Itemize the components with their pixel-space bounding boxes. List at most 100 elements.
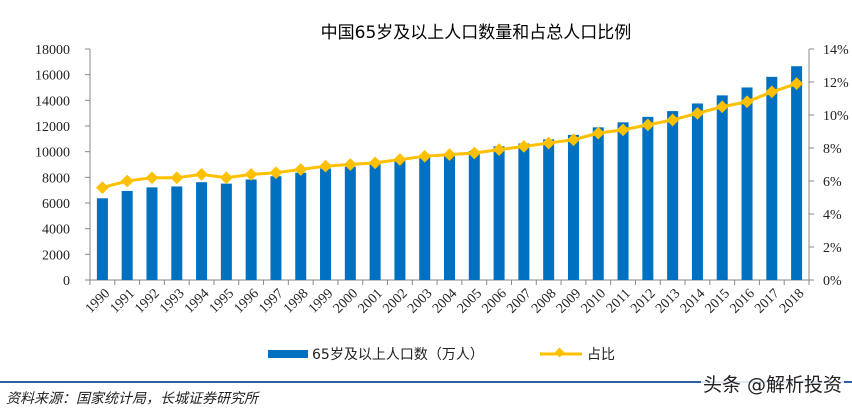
legend-marker [554,347,565,358]
y-left-tick-label: 8000 [42,171,70,186]
x-tick-label: 2017 [752,286,782,316]
bar [592,127,604,280]
y-right-tick-label: 4% [823,208,842,223]
y-left-tick-label: 16000 [35,69,70,84]
source-note: 资料来源：国家统计局，长城证券研究所 [6,391,258,407]
x-tick-label: 1999 [306,286,336,316]
line-point [368,156,382,170]
bar [196,182,208,280]
x-tick-label: 2003 [405,286,435,316]
line-point [343,158,357,171]
bar [419,155,431,280]
y-right-tick-label: 0% [823,274,842,289]
line-point [443,148,456,161]
y-left-tick-label: 18000 [35,43,70,58]
y-right-tick-label: 8% [823,142,842,157]
x-tick-label: 1991 [108,286,138,316]
x-tick-label: 2004 [430,286,460,316]
bar [716,95,728,280]
x-tick-label: 2015 [703,286,733,316]
y-left-tick-label: 0 [63,274,70,289]
bar [468,150,480,280]
y-left-tick-label: 10000 [35,146,70,161]
line-point [219,171,233,185]
bar [295,172,307,280]
y-left-tick-label: 12000 [35,120,70,135]
x-tick-label: 2018 [777,286,807,316]
bar [245,179,257,280]
legend: 65岁及以上人口数（万人） 占比 [268,347,615,363]
x-tick-label: 2002 [380,286,410,316]
line-point [319,159,332,173]
chart-title: 中国65岁及以上人口数量和占总人口比例 [321,23,632,43]
bar [791,66,803,280]
bar [518,143,530,280]
legend-label-bar: 65岁及以上人口数（万人） [312,347,484,363]
x-tick-label: 1993 [157,286,187,316]
bar [444,153,455,280]
bar [691,103,703,280]
x-tick-label: 2005 [455,286,485,316]
x-tick-label: 1994 [182,286,212,316]
y-right-tick-label: 10% [823,109,849,124]
bar [320,168,332,280]
x-tick-label: 2014 [678,286,708,316]
footer-divider [0,381,852,383]
x-tick-label: 2011 [604,286,634,316]
line-point [244,168,258,181]
bar [493,146,505,280]
chart: 中国65岁及以上人口数量和占总人口比例 0 2000 4000 6000 8000 100… [35,23,849,363]
x-tick-label: 2012 [628,286,658,316]
bar [344,166,356,280]
y-right-tick-label: 2% [823,241,842,256]
bar [96,198,108,280]
bar [741,87,753,280]
x-tick-label: 2016 [727,286,757,316]
bar [270,176,282,280]
bar [220,183,232,280]
bar [567,134,579,280]
y-left-tick-label: 6000 [42,197,70,212]
line-point [96,181,109,194]
x-tick-label: 2006 [480,286,510,316]
y-right-tick-label: 14% [823,43,849,58]
x-tick-label: 2009 [554,286,584,316]
line-point [170,171,184,185]
line-point [492,143,506,157]
legend-swatch-bar [268,350,308,358]
x-tick-label: 2007 [504,286,534,316]
x-tick-label: 1996 [232,286,262,316]
line-point [195,168,208,181]
line-point [294,163,308,176]
y-right-tick-label: 6% [823,175,842,190]
y-left-tick-label: 4000 [42,223,70,238]
line-point [120,174,134,188]
line-point [269,166,283,180]
bar [617,122,629,280]
x-tick-label: 2000 [331,286,361,316]
line-point [467,146,481,160]
bar [171,186,183,280]
x-tick-label: 2010 [579,286,609,316]
x-tick-label: 2013 [653,286,683,316]
y-left-tick-label: 14000 [35,94,70,109]
bar-series [96,66,803,281]
line-point [418,149,432,163]
x-tick-label: 2001 [356,286,386,316]
watermark: 头条 @解析投资 [700,370,844,397]
bar [543,139,555,280]
bar [146,187,158,280]
bar [667,111,679,281]
line-point [393,153,407,166]
bar [642,116,654,280]
legend-label-line: 占比 [587,347,615,363]
y-left-tick-label: 2000 [42,248,70,263]
line-point [145,171,159,185]
bar [394,159,406,280]
x-tick-label: 1998 [281,286,311,316]
x-tick-label: 1992 [132,286,162,316]
y-right-tick-label: 12% [823,76,849,91]
bar [766,76,778,280]
x-tick-label: 1997 [256,286,286,316]
x-tick-label: 2008 [529,286,559,316]
